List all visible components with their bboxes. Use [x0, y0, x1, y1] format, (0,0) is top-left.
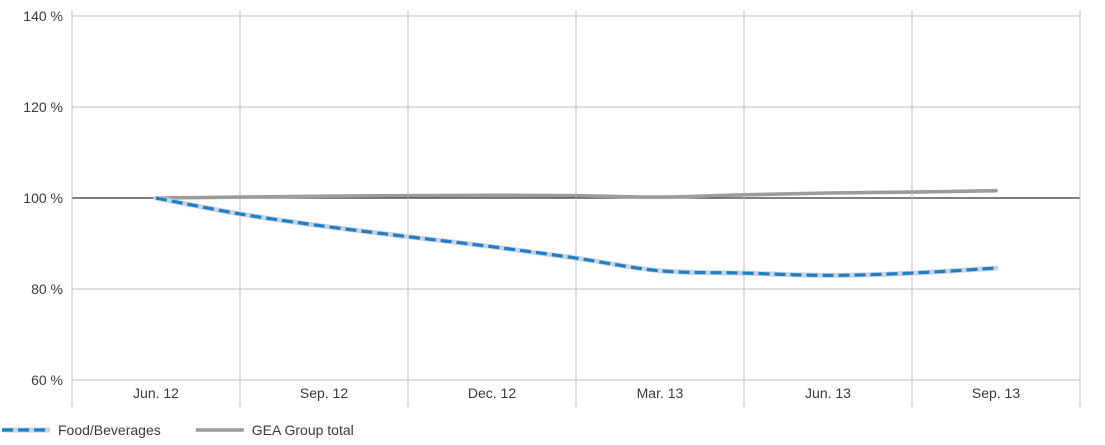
y-axis-ticks: 60 % 80 % 100 % 120 % 140 % — [23, 8, 63, 388]
y-tick-label: 60 % — [31, 372, 63, 388]
series-line-gea-group-total — [154, 188, 998, 200]
legend: Food/Beverages GEA Group total — [2, 422, 354, 438]
y-tick-label: 100 % — [23, 190, 63, 206]
series-lines — [153, 188, 999, 278]
x-tick-label: Jun. 13 — [805, 385, 851, 401]
y-tick-label: 120 % — [23, 99, 63, 115]
series-line-food-beverages — [155, 196, 997, 277]
y-tick-label: 80 % — [31, 281, 63, 297]
x-tick-label: Dec. 12 — [468, 385, 516, 401]
legend-label-food-beverages: Food/Beverages — [58, 422, 161, 438]
x-tick-label: Sep. 12 — [300, 385, 348, 401]
x-axis-ticks: Jun. 12 Sep. 12 Dec. 12 Mar. 13 Jun. 13 Sep. … — [133, 385, 1020, 401]
x-tick-label: Jun. 12 — [133, 385, 179, 401]
y-tick-label: 140 % — [23, 8, 63, 24]
x-tick-label: Sep. 13 — [972, 385, 1020, 401]
x-tick-label: Mar. 13 — [637, 385, 684, 401]
legend-label-gea-group-total: GEA Group total — [252, 422, 354, 438]
